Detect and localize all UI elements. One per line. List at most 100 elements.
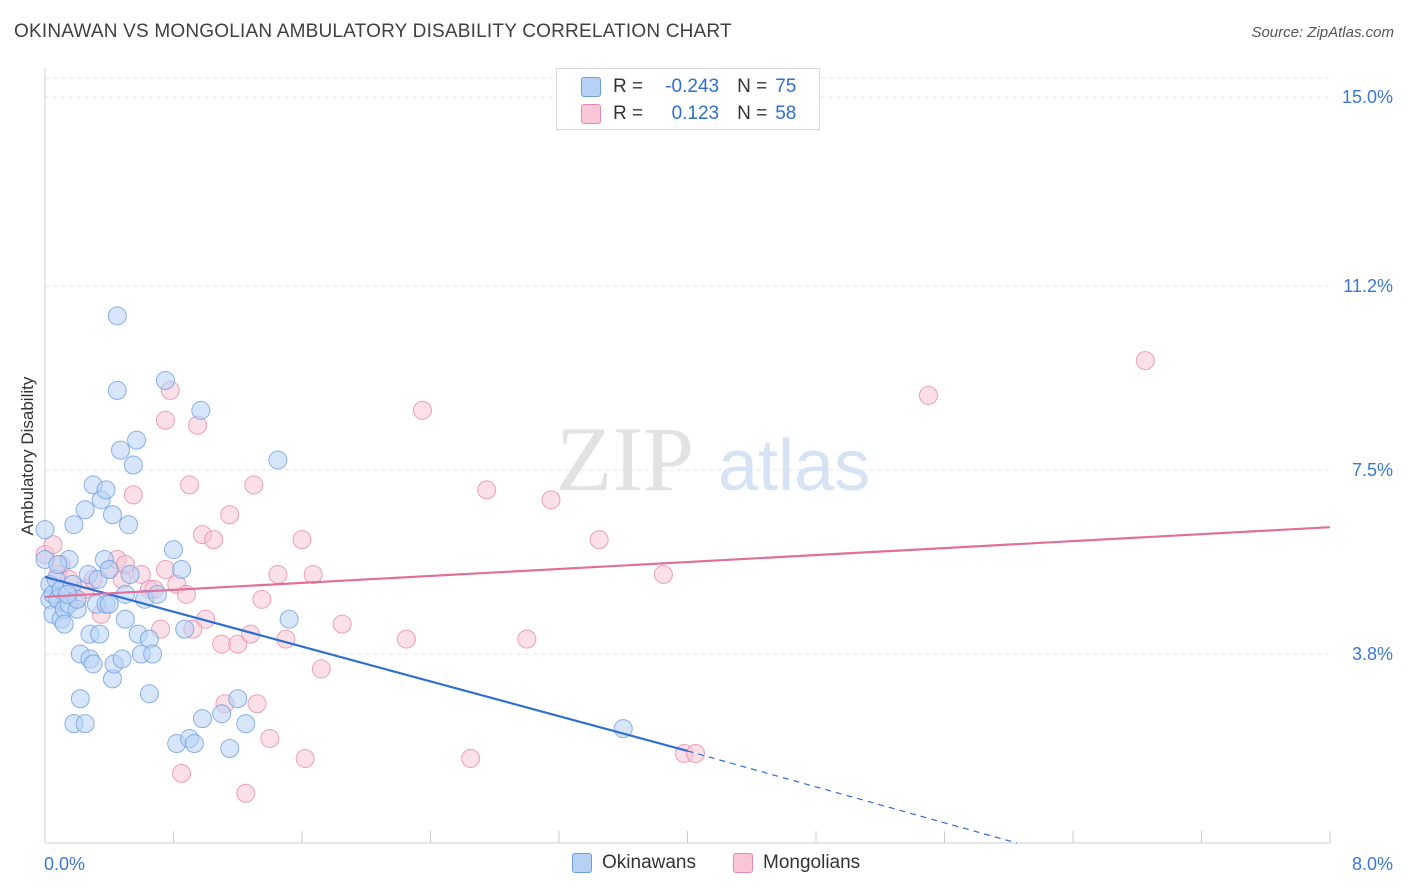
okinawans-point bbox=[75, 714, 95, 734]
mongolians-point bbox=[477, 480, 497, 500]
okinawans-point bbox=[110, 440, 130, 460]
okinawans-point bbox=[139, 684, 159, 704]
n-value: 58 bbox=[775, 103, 797, 124]
legend-mongolians[interactable]: Mongolians bbox=[733, 852, 860, 874]
okinawans-point bbox=[155, 370, 175, 390]
mongolians-point bbox=[332, 614, 352, 634]
okinawans-point bbox=[83, 654, 103, 674]
mongolians-legend-swatch bbox=[733, 853, 753, 873]
okinawans-point bbox=[35, 520, 55, 540]
okinawans-point bbox=[175, 619, 195, 639]
mongolians-point bbox=[123, 485, 143, 505]
mongolians-point bbox=[236, 783, 256, 803]
mongolians-trend-line bbox=[44, 526, 1331, 598]
watermark: ZIP atlas bbox=[556, 408, 870, 510]
okinawans-point bbox=[107, 306, 127, 326]
watermark-zip: ZIP bbox=[556, 408, 694, 510]
okinawans-point bbox=[212, 704, 232, 724]
mongolians-point bbox=[686, 743, 706, 763]
n-label: N = bbox=[737, 103, 768, 124]
okinawans-point bbox=[164, 540, 183, 560]
mongolians-point bbox=[43, 535, 63, 555]
okinawans-point bbox=[184, 734, 204, 754]
okinawans-point bbox=[268, 450, 288, 470]
mongolians-point bbox=[412, 400, 432, 420]
okinawans-point bbox=[70, 689, 90, 709]
mongolians-points bbox=[35, 351, 1155, 803]
mongolians-point bbox=[260, 729, 280, 749]
okinawans-point bbox=[75, 500, 95, 520]
okinawans-legend-swatch bbox=[572, 853, 592, 873]
okinawans-point bbox=[99, 559, 119, 579]
mongolians-point bbox=[220, 505, 240, 525]
mongolians-point bbox=[517, 629, 537, 649]
mongolians-point bbox=[155, 559, 175, 579]
mongolians-point bbox=[396, 629, 416, 649]
legend-row-okinawans: R = -0.243 N = 75 bbox=[581, 75, 796, 99]
okinawans-legend-label: Okinawans bbox=[602, 852, 696, 873]
mongolians-point bbox=[244, 475, 264, 495]
mongolians-point bbox=[295, 748, 315, 768]
mongolians-point bbox=[589, 530, 609, 550]
x-tick-label: 0.0% bbox=[44, 854, 85, 874]
n-value: 75 bbox=[775, 76, 797, 97]
mongolians-point bbox=[268, 564, 288, 584]
okinawans-point bbox=[123, 455, 143, 475]
tick-labels: 3.8% 7.5% 11.2% 15.0% 0.0% 8.0% bbox=[44, 87, 1393, 874]
mongolians-point bbox=[247, 694, 267, 714]
okinawans-point bbox=[115, 609, 135, 629]
r-value: 0.123 bbox=[671, 103, 720, 124]
y-tick-label: 15.0% bbox=[1342, 87, 1393, 107]
grid-lines bbox=[45, 77, 1330, 655]
okinawans-point bbox=[147, 584, 167, 604]
mongolians-point bbox=[196, 609, 216, 629]
source-label: Source: ZipAtlas.com bbox=[1251, 24, 1394, 41]
n-label: N = bbox=[737, 76, 768, 97]
axes bbox=[44, 68, 1331, 844]
mongolians-point bbox=[292, 530, 312, 550]
okinawans-point bbox=[192, 709, 212, 729]
chart-title: OKINAWAN VS MONGOLIAN AMBULATORY DISABIL… bbox=[14, 21, 732, 42]
okinawans-point bbox=[99, 594, 119, 614]
y-tick-label: 11.2% bbox=[1343, 276, 1393, 296]
okinawans-trend-extension bbox=[687, 750, 1017, 844]
okinawans-point bbox=[112, 649, 132, 669]
r-label: R = bbox=[613, 76, 644, 97]
legend-okinawans[interactable]: Okinawans bbox=[572, 852, 696, 874]
mongolians-point bbox=[212, 634, 232, 654]
mongolians-swatch bbox=[581, 104, 601, 124]
okinawans-point bbox=[191, 400, 211, 420]
trend-lines bbox=[44, 526, 1331, 844]
okinawans-trend-line bbox=[44, 575, 688, 753]
r-value: -0.243 bbox=[665, 76, 720, 97]
legend-row-mongolians: R = 0.123 N = 58 bbox=[581, 102, 796, 126]
mongolians-point bbox=[228, 634, 248, 654]
r-label: R = bbox=[613, 103, 644, 124]
mongolians-point bbox=[172, 763, 192, 783]
okinawans-point bbox=[279, 609, 299, 629]
okinawans-point bbox=[107, 380, 127, 400]
okinawans-point bbox=[228, 689, 248, 709]
okinawans-point bbox=[119, 515, 139, 535]
okinawans-point bbox=[127, 430, 147, 450]
okinawans-point bbox=[143, 644, 163, 664]
okinawans-points bbox=[35, 306, 633, 759]
mongolians-point bbox=[204, 530, 224, 550]
mongolians-point bbox=[918, 385, 938, 405]
mongolians-point bbox=[1135, 351, 1155, 371]
okinawans-point bbox=[120, 564, 140, 584]
okinawans-point bbox=[64, 515, 84, 535]
okinawans-point bbox=[220, 739, 240, 759]
okinawans-point bbox=[236, 714, 256, 734]
mongolians-point bbox=[461, 748, 481, 768]
y-tick-label: 3.8% bbox=[1352, 644, 1393, 664]
watermark-atlas: atlas bbox=[718, 426, 870, 506]
mongolians-point bbox=[541, 490, 561, 510]
y-tick-label: 7.5% bbox=[1352, 460, 1393, 480]
mongolians-point bbox=[311, 659, 331, 679]
mongolians-point bbox=[276, 629, 296, 649]
okinawans-point bbox=[54, 614, 74, 634]
okinawans-point bbox=[102, 505, 122, 525]
mongolians-point bbox=[180, 475, 200, 495]
mongolians-point bbox=[252, 589, 272, 609]
